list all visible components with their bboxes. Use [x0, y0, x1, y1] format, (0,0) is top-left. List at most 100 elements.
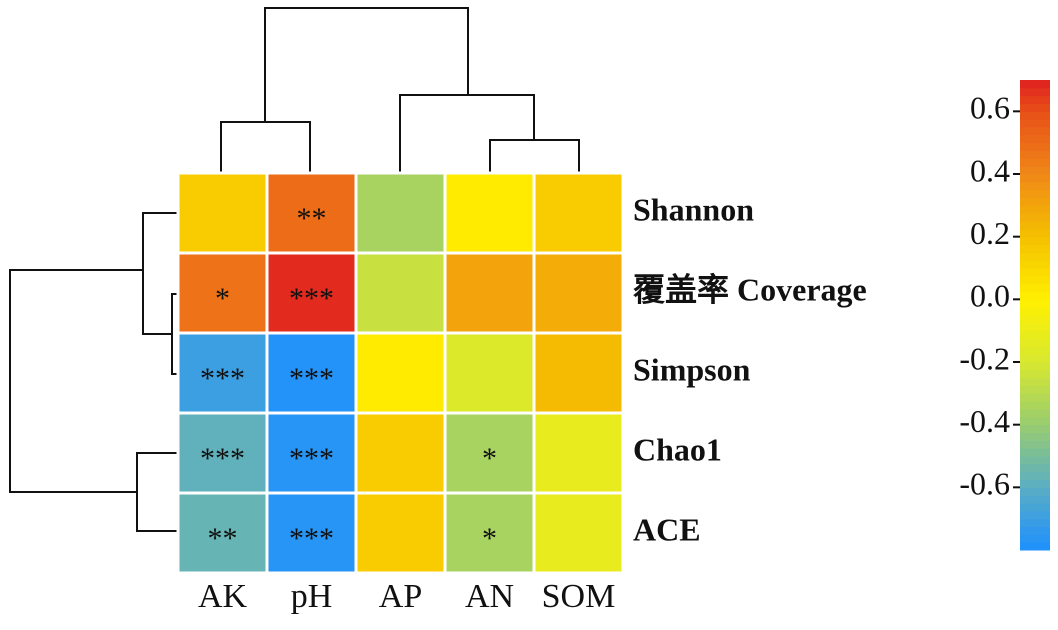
colorbar-segment — [1020, 448, 1050, 457]
colorbar-segment — [1020, 291, 1050, 300]
heatmap-cell — [176, 171, 269, 255]
heatmap-cell — [265, 491, 358, 575]
heatmap-cell — [443, 251, 536, 335]
heatmap-cell — [443, 331, 536, 415]
row-label: Shannon — [633, 191, 754, 227]
colorbar-segment — [1020, 440, 1050, 449]
heatmap-cell — [354, 411, 447, 495]
colorbar-segment — [1020, 87, 1050, 97]
colorbar-segment — [1020, 221, 1050, 230]
heatmap-cell — [443, 171, 536, 255]
colorbar-tick-label: -0.4 — [959, 403, 1010, 439]
colorbar-segment — [1020, 487, 1050, 496]
colorbar-segment — [1020, 127, 1050, 136]
colorbar-segment — [1020, 103, 1050, 112]
heatmap-cell — [532, 171, 625, 255]
significance-label: * — [482, 442, 497, 475]
colorbar-segment — [1020, 119, 1050, 128]
colorbar-segment — [1020, 518, 1050, 527]
colorbar-segment — [1020, 181, 1050, 191]
colorbar-segment — [1020, 479, 1050, 488]
colorbar-segment — [1020, 315, 1050, 324]
significance-label: *** — [200, 362, 245, 395]
colorbar-segment — [1020, 166, 1050, 175]
significance-label: * — [482, 522, 497, 555]
heatmap-cell — [265, 171, 358, 255]
heatmap-cell — [354, 251, 447, 335]
colorbar-segment — [1020, 362, 1050, 371]
colorbar-segment — [1020, 416, 1050, 426]
colorbar-segment — [1020, 236, 1050, 245]
colorbar-segment — [1020, 503, 1050, 512]
colorbar-segment — [1020, 189, 1050, 198]
colorbar-segment — [1020, 526, 1050, 535]
column-label: AK — [198, 578, 248, 615]
colorbar-segment — [1020, 377, 1050, 386]
colorbar-segment — [1020, 213, 1050, 222]
colorbar-tick-label: -0.6 — [959, 466, 1010, 502]
colorbar-segment — [1020, 150, 1050, 159]
significance-label: ** — [208, 522, 238, 555]
colorbar-segment — [1020, 463, 1050, 473]
heatmap-cell — [354, 171, 447, 255]
significance-label: *** — [200, 442, 245, 475]
colorbar-segment — [1020, 401, 1050, 410]
significance-label: *** — [289, 522, 334, 555]
colorbar-segment — [1020, 158, 1050, 167]
colorbar-segment — [1020, 534, 1050, 543]
colorbar-segment — [1020, 424, 1050, 433]
colorbar-segment — [1020, 385, 1050, 394]
row-label: ACE — [633, 511, 701, 547]
colorbar-segment — [1020, 346, 1050, 355]
colorbar-segment — [1020, 330, 1050, 339]
colorbar-segment — [1020, 354, 1050, 363]
column-label: AN — [465, 578, 514, 615]
colorbar-segment — [1020, 322, 1050, 332]
colorbar-segment — [1020, 456, 1050, 465]
colorbar-segment — [1020, 197, 1050, 206]
row-label: 覆盖率 Coverage — [633, 271, 867, 307]
colorbar-segment — [1020, 495, 1050, 504]
colorbar-segment — [1020, 80, 1050, 89]
colorbar-segment — [1020, 471, 1050, 480]
colorbar-segment — [1020, 409, 1050, 418]
column-label: pH — [291, 578, 333, 615]
heatmap-cell — [176, 491, 269, 575]
colorbar-segment — [1020, 338, 1050, 347]
significance-label: * — [215, 282, 230, 315]
significance-label: *** — [289, 282, 334, 315]
row-label: Simpson — [633, 351, 751, 387]
colorbar-segment — [1020, 252, 1050, 261]
colorbar-segment — [1020, 268, 1050, 277]
colorbar-segment — [1020, 95, 1050, 104]
colorbar-segment — [1020, 393, 1050, 402]
heatmap-cell — [443, 411, 536, 495]
heatmap-cell — [354, 331, 447, 415]
colorbar-segment — [1020, 275, 1050, 285]
colorbar-tick-label: 0.0 — [970, 278, 1010, 314]
colorbar-segment — [1020, 542, 1050, 551]
row-dendrogram — [9, 212, 178, 532]
significance-label: ** — [297, 202, 327, 235]
colorbar-segment — [1020, 228, 1050, 238]
colorbar-segment — [1020, 510, 1050, 520]
colorbar-segment — [1020, 134, 1050, 144]
column-dendrogram — [220, 7, 580, 173]
colorbar-tick-label: 0.6 — [970, 90, 1010, 126]
heatmap-cell — [532, 251, 625, 335]
colorbar-tick-label: 0.2 — [970, 215, 1010, 251]
colorbar-segment — [1020, 205, 1050, 214]
significance-label: *** — [289, 362, 334, 395]
colorbar-segment — [1020, 142, 1050, 151]
column-label: AP — [379, 578, 422, 615]
colorbar-segment — [1020, 283, 1050, 292]
colorbar-segment — [1020, 111, 1050, 120]
colorbar-segment — [1020, 260, 1050, 269]
colorbar-segment — [1020, 369, 1050, 379]
colorbar-segment — [1020, 244, 1050, 253]
column-label: SOM — [542, 578, 616, 615]
colorbar-segment — [1020, 307, 1050, 316]
significance-label: *** — [289, 442, 334, 475]
heatmap-cell — [532, 411, 625, 495]
